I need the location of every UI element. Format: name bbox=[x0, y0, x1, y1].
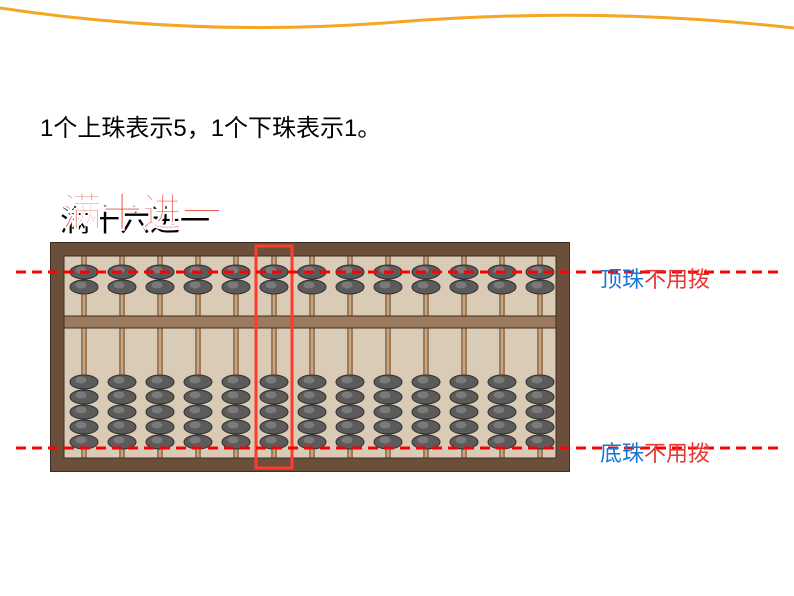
bottom-label-blue: 底珠 bbox=[600, 441, 644, 466]
header-curve bbox=[0, 0, 794, 40]
bottom-bead-label: 底珠不用拨 bbox=[600, 436, 710, 468]
rule-text-foreground: 满十进一 bbox=[62, 180, 222, 238]
top-label-red: 不用拨 bbox=[644, 267, 710, 292]
intro-text: 1个上珠表示5，1个下珠表示1。 bbox=[40, 108, 381, 143]
abacus-diagram bbox=[50, 242, 570, 472]
top-label-blue: 顶珠 bbox=[600, 267, 644, 292]
bottom-label-red: 不用拨 bbox=[644, 441, 710, 466]
top-bead-label: 顶珠不用拨 bbox=[600, 262, 710, 294]
